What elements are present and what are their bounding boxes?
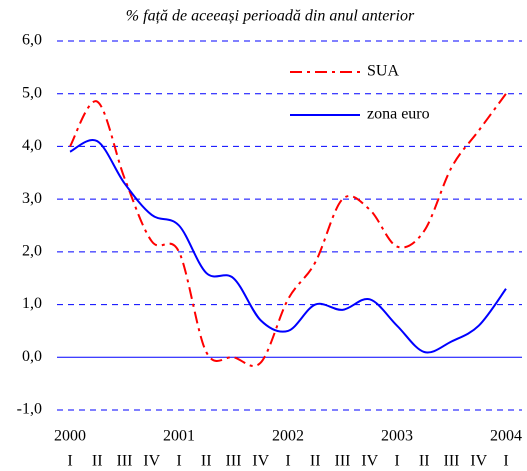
y-tick-label: 2,0 xyxy=(22,243,42,260)
x-tick-label: I xyxy=(394,453,399,470)
x-tick-label: IV xyxy=(361,453,378,470)
x-tick-label: IV xyxy=(470,453,487,470)
series-line xyxy=(69,93,507,368)
y-tick-label: 6,0 xyxy=(22,32,42,49)
series-line xyxy=(69,139,507,354)
x-tick-label: II xyxy=(310,453,321,470)
x-tick-label: I xyxy=(503,453,508,470)
year-label: 2004 xyxy=(490,428,522,445)
legend-label: zona euro xyxy=(367,106,430,123)
y-tick-label: 4,0 xyxy=(22,137,42,154)
chart-subtitle: % față de aceeași perioadă din anul ante… xyxy=(126,8,415,25)
x-tick-label: IV xyxy=(143,453,160,470)
y-tick-label: 5,0 xyxy=(22,84,42,101)
x-tick-label: III xyxy=(444,453,460,470)
y-tick-label: 3,0 xyxy=(22,190,42,207)
y-tick-label: -1,0 xyxy=(17,401,42,418)
x-tick-label: III xyxy=(226,453,242,470)
x-tick-label: I xyxy=(67,453,72,470)
y-tick-label: 1,0 xyxy=(22,295,42,312)
x-tick-label: II xyxy=(92,453,103,470)
x-tick-label: II xyxy=(201,453,212,470)
x-tick-label: III xyxy=(117,453,133,470)
x-tick-label: III xyxy=(335,453,351,470)
year-label: 2002 xyxy=(272,428,304,445)
year-label: 2001 xyxy=(163,428,195,445)
year-label: 2000 xyxy=(54,428,86,445)
x-tick-label: I xyxy=(176,453,181,470)
x-tick-label: I xyxy=(285,453,290,470)
y-tick-label: 0,0 xyxy=(22,348,42,365)
year-label: 2003 xyxy=(381,428,413,445)
x-tick-label: IV xyxy=(252,453,269,470)
x-tick-label: II xyxy=(419,453,430,470)
legend-label: SUA xyxy=(367,63,399,80)
